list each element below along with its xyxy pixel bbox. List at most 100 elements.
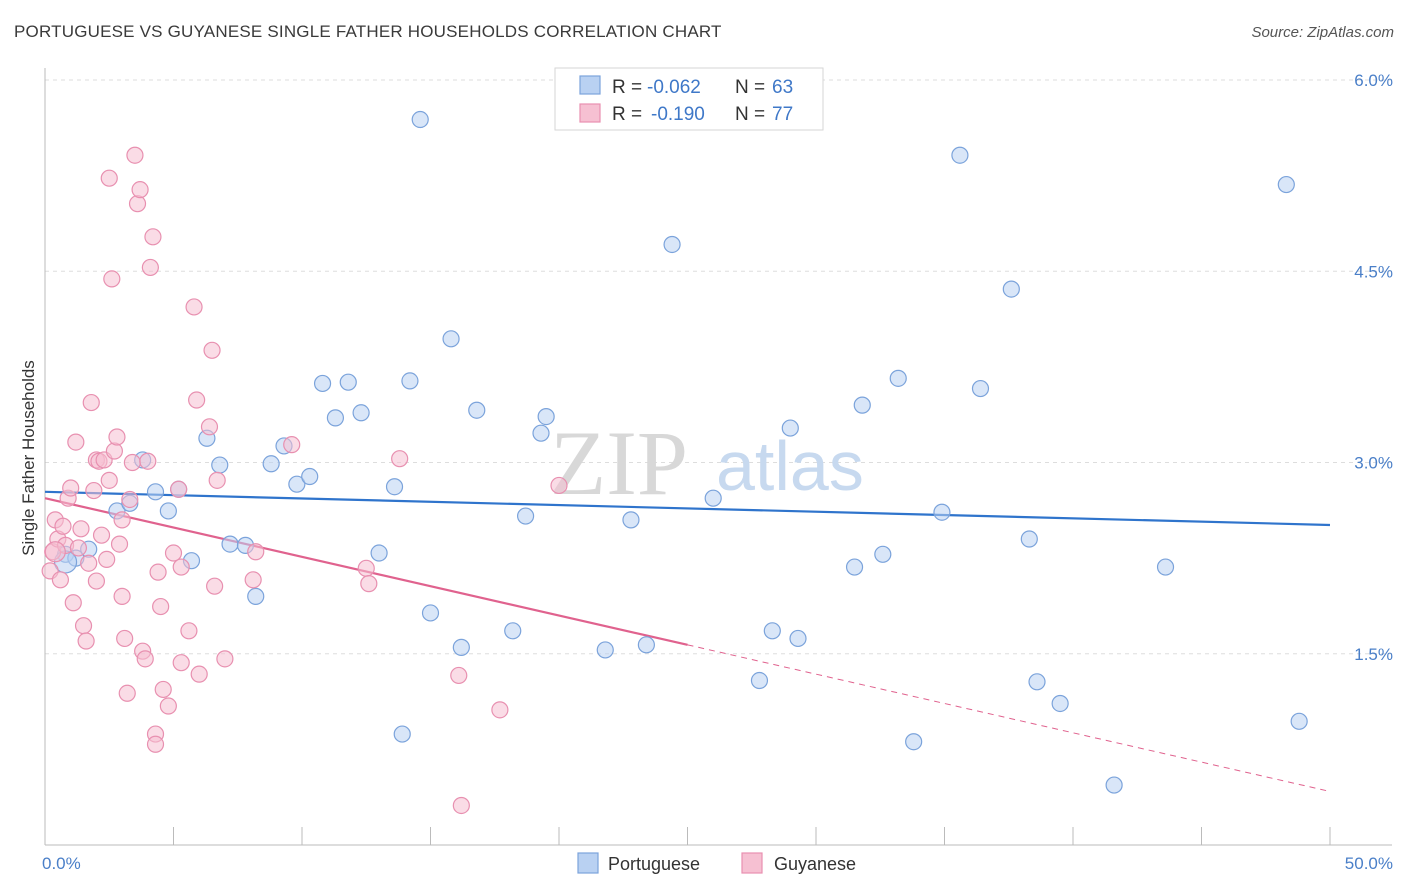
guyanese-point (357, 559, 375, 577)
portuguese-point (146, 483, 165, 501)
portuguese-point (596, 641, 614, 659)
portuguese-point (326, 409, 345, 427)
portuguese-point (1051, 694, 1069, 713)
portuguese-point (704, 489, 722, 507)
guyanese-point (360, 575, 378, 593)
portuguese-point (468, 401, 486, 419)
legend-swatch-portuguese (579, 75, 601, 95)
portuguese-point (971, 379, 990, 398)
portuguese-point (1277, 175, 1295, 194)
portuguese-point (288, 475, 306, 493)
guyanese-point (123, 453, 141, 472)
portuguese-point (1020, 530, 1038, 548)
portuguese-point (385, 478, 404, 496)
axes (44, 68, 1392, 846)
chart-title: PORTUGUESE VS GUYANESE SINGLE FATHER HOU… (14, 22, 722, 41)
portuguese-point (789, 629, 807, 648)
portuguese-point (1028, 673, 1046, 691)
guyanese-point (98, 550, 116, 569)
legend-r-label-1: R = (612, 77, 642, 98)
guyanese-point (550, 476, 568, 495)
portuguese-point (370, 544, 388, 562)
guyanese-point (103, 270, 121, 288)
portuguese-point (1105, 776, 1123, 794)
portuguese-point (401, 372, 419, 390)
guyanese-point (164, 544, 183, 562)
guyanese-point (128, 195, 147, 213)
series-legend: Portuguese Guyanese (577, 852, 856, 874)
guyanese-point (206, 577, 224, 595)
guyanese-point (82, 393, 100, 412)
portuguese-point (313, 374, 332, 393)
watermark-zip: ZIP (550, 412, 688, 514)
portuguese-point (442, 330, 460, 348)
guyanese-point (141, 258, 159, 277)
portuguese-point (1002, 280, 1020, 298)
y-tick-label: 6.0% (1354, 71, 1393, 90)
portuguese-point (537, 408, 555, 426)
guyanese-point (54, 517, 72, 535)
bottom-legend-guyanese: Guyanese (774, 854, 856, 874)
portuguese-point (159, 502, 177, 520)
portuguese-point (211, 456, 229, 474)
portuguese-point (889, 369, 907, 387)
guyanese-point (146, 735, 165, 753)
portuguese-point (622, 511, 640, 529)
portuguese-point (247, 587, 265, 605)
portuguese-point (1290, 712, 1308, 730)
portuguese-point (516, 507, 535, 525)
guyanese-point (172, 558, 190, 576)
legend-n-value-1: 63 (772, 77, 793, 98)
guyanese-point (105, 442, 123, 460)
grid-lines (45, 79, 1392, 655)
bottom-legend-swatch-guyanese (741, 852, 763, 874)
portuguese-point (781, 419, 799, 437)
guyanese-point (113, 511, 131, 529)
legend-swatch-guyanese (579, 103, 601, 123)
guyanese-point (190, 665, 208, 683)
portuguese-point (221, 535, 239, 553)
guyanese-point (154, 680, 172, 699)
guyanese-point (100, 169, 118, 187)
guyanese-point (450, 666, 468, 685)
guyanese-point (92, 526, 111, 544)
guyanese-point (452, 796, 470, 815)
legend-r-value-2: -0.190 (651, 104, 705, 125)
guyanese-point (172, 654, 190, 672)
y-tick-label: 1.5% (1354, 645, 1393, 664)
trend-lines (44, 490, 1331, 792)
guyanese-point (170, 480, 188, 498)
guyanese-trend-extrapolation (687, 644, 1331, 792)
portuguese-point (663, 235, 681, 254)
guyanese-point (203, 341, 221, 359)
portuguese-point (905, 733, 923, 751)
tick-labels: 1.5% 3.0% 4.5% 6.0% 0.0% 50.0% (42, 71, 1393, 873)
guyanese-point (110, 535, 129, 553)
portuguese-point (637, 636, 655, 654)
guyanese-point (62, 479, 80, 497)
y-tick-label: 3.0% (1354, 454, 1393, 473)
guyanese-point (118, 684, 136, 702)
portuguese-point (452, 638, 470, 656)
portuguese-point (393, 725, 411, 743)
portuguese-point (853, 396, 871, 414)
guyanese-point (74, 617, 93, 635)
portuguese-point (352, 404, 370, 422)
correlation-legend: R = -0.062 N = 63 R = -0.190 N = 77 (554, 67, 824, 131)
x-tick-label-min: 0.0% (42, 854, 81, 873)
guyanese-point (144, 228, 162, 246)
guyanese-point (180, 622, 198, 640)
guyanese-point (72, 520, 90, 538)
portuguese-point (763, 622, 781, 640)
guyanese-points (41, 146, 568, 815)
guyanese-point (152, 597, 170, 616)
guyanese-point (159, 697, 177, 715)
bottom-legend-swatch-portuguese (577, 852, 599, 874)
guyanese-point (113, 587, 131, 605)
portuguese-point (504, 622, 522, 640)
guyanese-point (121, 490, 139, 509)
portuguese-point (874, 545, 892, 563)
guyanese-point (391, 450, 409, 468)
y-axis-label: Single Father Households (19, 360, 38, 556)
